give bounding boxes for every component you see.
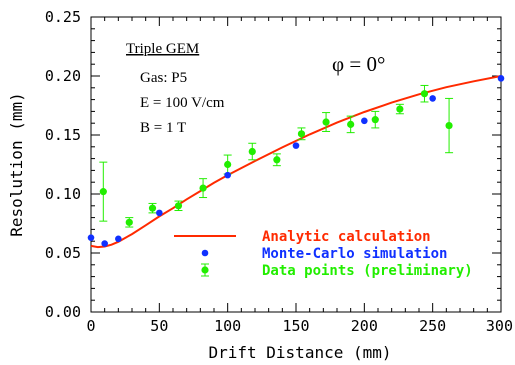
data-point: [420, 90, 429, 98]
axis-ticks: [90, 16, 502, 313]
y-tick-label: 0.10: [45, 185, 81, 203]
x-tick-label: 0: [86, 317, 95, 335]
annotation-angle: φ = 0°: [332, 52, 385, 76]
annotation-title: Triple GEM: [126, 41, 199, 57]
y-tick-label: 0.20: [45, 67, 81, 85]
x-tick-label: 200: [351, 317, 378, 335]
legend-data-swatch: [201, 266, 209, 274]
data-point: [99, 188, 107, 196]
legend-label: Data points (preliminary): [262, 263, 473, 279]
x-tick-label: 50: [150, 317, 168, 335]
annotation-gas: Gas: P5: [140, 70, 187, 86]
legend-label: Analytic calculation: [262, 229, 431, 245]
data-point: [148, 204, 157, 212]
annotation-bfield: B = 1 T: [140, 120, 186, 136]
legend-point-swatch: [201, 249, 209, 257]
y-axis-title: Resolution (mm): [7, 92, 26, 237]
series-layer: [87, 75, 505, 249]
y-tick-label: 0.00: [45, 303, 81, 321]
data-point: [199, 184, 207, 192]
mc-point: [101, 240, 108, 247]
data-point: [273, 156, 281, 164]
mc-point: [87, 234, 95, 241]
tick-labels: 0 50 100 150 200 250 300 0.00 0.05 0.10 0.15 0.20 0.…: [45, 8, 513, 335]
data-point: [371, 116, 379, 124]
y-tick-label: 0.05: [45, 244, 81, 262]
analytic-curve: [90, 75, 502, 249]
legend-label: Monte-Carlo simulation: [262, 246, 447, 262]
mc-point: [292, 142, 300, 149]
mc-point: [224, 171, 231, 179]
data-point: [224, 160, 232, 169]
x-axis-title: Drift Distance (mm): [208, 343, 391, 362]
mc-point: [497, 75, 505, 82]
annotation-field: E = 100 V/cm: [140, 95, 225, 111]
y-tick-label: 0.15: [45, 126, 81, 144]
data-point: [396, 105, 404, 113]
data-point: [125, 218, 133, 226]
mc-point: [156, 209, 163, 217]
mc-point: [361, 117, 368, 125]
info-annotation: Triple GEM Gas: P5 E = 100 V/cm B = 1 T …: [126, 41, 385, 136]
data-point: [347, 120, 355, 128]
x-tick-label: 100: [214, 317, 241, 335]
data-point: [248, 147, 256, 156]
data-point: [445, 121, 453, 130]
mc-point: [429, 95, 436, 102]
x-tick-label: 300: [486, 317, 513, 335]
x-tick-label: 150: [282, 317, 309, 335]
x-tick-label: 250: [419, 317, 446, 335]
data-point: [322, 118, 330, 126]
data-point: [174, 202, 183, 210]
data-point: [297, 130, 306, 138]
y-tick-label: 0.25: [45, 8, 81, 26]
mc-point: [115, 235, 122, 243]
